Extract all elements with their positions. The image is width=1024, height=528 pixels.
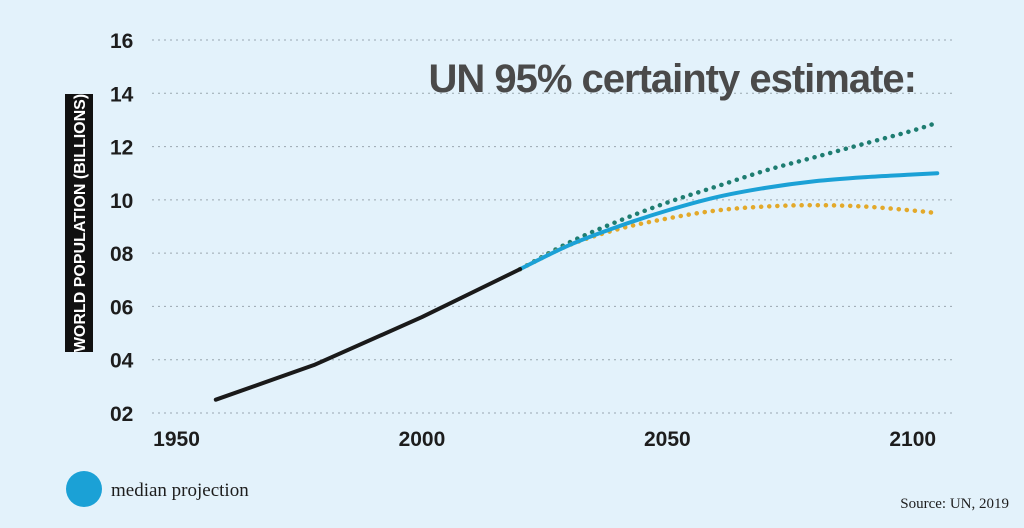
- y-tick-label: 14: [110, 83, 134, 106]
- y-tick-label: 06: [110, 296, 133, 319]
- legend: median projection: [66, 471, 249, 507]
- y-axis-label-background: [65, 94, 93, 352]
- legend-swatch-median: [66, 471, 102, 507]
- source-note: Source: UN, 2019: [900, 496, 1009, 512]
- series-line-upper: [517, 120, 940, 272]
- x-tick-label: 2100: [889, 428, 936, 451]
- y-tick-label: 16: [110, 30, 133, 53]
- y-tick-label: 12: [110, 137, 133, 160]
- x-tick-label: 2050: [644, 428, 691, 451]
- y-tick-label: 02: [110, 403, 133, 426]
- x-tick-label: 2000: [399, 428, 446, 451]
- y-tick-label: 10: [110, 190, 133, 213]
- series-line-historical: [213, 267, 523, 402]
- x-tick-label: 1950: [153, 428, 200, 451]
- legend-label-median: median projection: [111, 480, 249, 501]
- y-axis-label: WORLD POPULATION (BILLIONS): [65, 94, 93, 352]
- y-axis-label-text: WORLD POPULATION (BILLIONS): [72, 94, 89, 352]
- series-layer: [213, 120, 940, 402]
- grid-layer: [152, 39, 952, 414]
- series-line-median: [518, 171, 940, 272]
- x-tick-labels: 1950 2000 2050 2100: [153, 428, 936, 451]
- y-tick-label: 04: [110, 350, 134, 373]
- y-tick-label: 08: [110, 243, 134, 266]
- series-line-lower: [517, 202, 940, 272]
- y-tick-labels: 02 04 06 08 10 12 14 16: [110, 30, 134, 426]
- chart-title: UN 95% certainty estimate:: [428, 57, 916, 101]
